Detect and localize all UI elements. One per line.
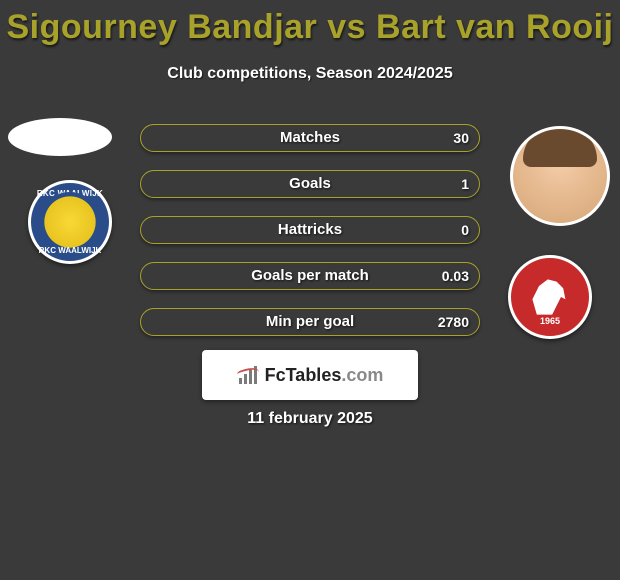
player2-avatar	[510, 126, 610, 226]
badge-text-bottom: RKC WAALWIJK	[31, 246, 109, 255]
player2-club-badge: 1965	[500, 255, 600, 345]
page-title: Sigourney Bandjar vs Bart van Rooij	[0, 0, 620, 47]
stat-value: 1	[461, 171, 469, 197]
stat-label: Min per goal	[141, 309, 479, 335]
vs-separator: vs	[327, 8, 366, 46]
source-logo: FcTables.com	[202, 350, 418, 400]
stat-label: Goals	[141, 171, 479, 197]
player1-avatar	[8, 118, 112, 156]
horse-icon	[528, 275, 572, 319]
logo-text: FcTables.com	[265, 365, 384, 386]
stat-label: Matches	[141, 125, 479, 151]
stat-value: 0	[461, 217, 469, 243]
chart-icon	[237, 366, 259, 384]
player1-name: Sigourney Bandjar	[7, 8, 318, 46]
badge-year: 1965	[511, 316, 589, 326]
subtitle: Club competitions, Season 2024/2025	[0, 65, 620, 83]
badge-circle: 1965	[508, 255, 592, 339]
stat-value: 30	[453, 125, 469, 151]
player1-club-badge: RKC WAALWIJK RKC WAALWIJK	[20, 180, 120, 264]
player2-name: Bart van Rooij	[376, 8, 613, 46]
stat-value: 0.03	[442, 263, 469, 289]
stat-row-matches: Matches 30	[140, 124, 480, 152]
stat-label: Goals per match	[141, 263, 479, 289]
stat-row-min-per-goal: Min per goal 2780	[140, 308, 480, 336]
avatar-hair	[523, 127, 597, 167]
stat-value: 2780	[438, 309, 469, 335]
stat-row-goals: Goals 1	[140, 170, 480, 198]
stat-row-hattricks: Hattricks 0	[140, 216, 480, 244]
badge-circle: RKC WAALWIJK RKC WAALWIJK	[28, 180, 112, 264]
stat-label: Hattricks	[141, 217, 479, 243]
date-label: 11 february 2025	[0, 410, 620, 428]
logo-main: FcTables	[265, 365, 342, 385]
logo-suffix: .com	[341, 365, 383, 385]
comparison-card: Sigourney Bandjar vs Bart van Rooij Club…	[0, 0, 620, 580]
stats-list: Matches 30 Goals 1 Hattricks 0 Goals per…	[140, 124, 480, 354]
badge-inner	[40, 192, 100, 252]
stat-row-goals-per-match: Goals per match 0.03	[140, 262, 480, 290]
